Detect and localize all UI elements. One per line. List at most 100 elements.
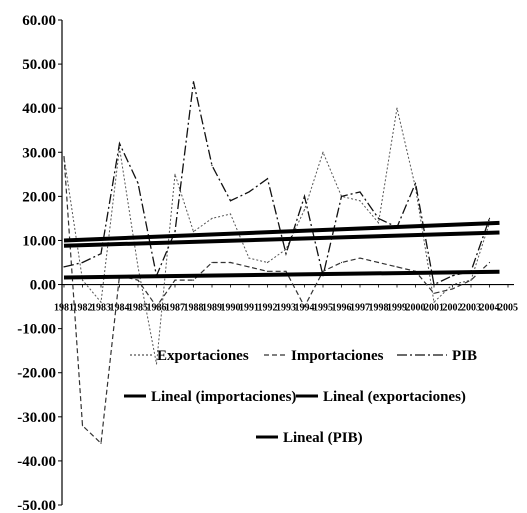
data-point: [137, 279, 139, 281]
data-point: [266, 270, 269, 272]
data-point: [340, 261, 343, 264]
x-tick-label: 2000: [406, 303, 426, 314]
data-point: [100, 442, 102, 444]
data-point: [285, 248, 287, 250]
data-point: [377, 217, 380, 220]
y-tick-label: -20.00: [17, 366, 56, 382]
data-point: [451, 283, 454, 286]
data-point: [451, 275, 454, 277]
x-tick-label: 1988: [184, 303, 204, 314]
x-tick-label: 1985: [128, 303, 148, 314]
data-point: [211, 217, 213, 220]
data-point: [229, 200, 232, 202]
data-point: [488, 261, 491, 264]
x-tick-label: 2002: [443, 303, 463, 314]
data-point: [303, 208, 306, 211]
data-point: [414, 182, 417, 184]
y-tick-label: 60.00: [22, 13, 56, 29]
legend-label: Exportaciones: [157, 348, 249, 364]
data-point: [359, 200, 361, 202]
series-line-3: [63, 81, 491, 286]
data-point: [322, 151, 324, 153]
data-point: [377, 222, 380, 224]
data-point: [81, 425, 84, 427]
x-tick-label: 1987: [165, 303, 185, 314]
x-tick-label: 1991: [239, 303, 259, 314]
x-tick-label: 1997: [350, 303, 370, 314]
data-point: [248, 191, 250, 193]
y-tick-label: 50.00: [22, 57, 56, 73]
x-tick-label: 1999: [387, 303, 407, 314]
data-point: [303, 305, 306, 308]
data-point: [81, 261, 84, 264]
data-point: [285, 270, 287, 272]
data-point: [248, 257, 250, 259]
axes: 60.00 50.00 40.00 30.00 20.00 10.00 0.00 -10.00…: [17, 13, 518, 513]
data-point: [192, 81, 195, 83]
data-point: [396, 266, 398, 268]
data-point: [488, 217, 491, 220]
data-point: [266, 261, 269, 264]
x-tick-label: 1982: [73, 303, 93, 314]
data-point: [137, 266, 139, 268]
legend-label: Importaciones: [291, 348, 384, 364]
x-tick-label: 1998: [369, 303, 389, 314]
data-point: [211, 261, 213, 264]
data-point: [155, 305, 158, 308]
x-tick-label: 2005: [498, 303, 518, 314]
x-tick-label: 1995: [313, 303, 333, 314]
series-line-1: [63, 108, 490, 365]
data-point: [377, 261, 380, 264]
series-line-6: [63, 220, 500, 243]
x-tick-label: 1994: [295, 303, 315, 314]
data-point: [359, 257, 361, 259]
legend: Exportaciones Importaciones PIB Lineal (imp…: [124, 348, 477, 446]
data-point: [229, 213, 232, 215]
data-point: [451, 288, 454, 290]
data-point: [285, 253, 287, 255]
legend-label: PIB: [452, 348, 477, 364]
y-tick-label: 10.00: [22, 233, 56, 249]
x-tick-label: 1993: [276, 303, 296, 314]
x-tick-label: 2003: [461, 303, 481, 314]
data-point: [470, 279, 472, 281]
x-tick-label: 1996: [332, 303, 352, 314]
data-point: [174, 279, 176, 281]
y-tick-label: -40.00: [17, 454, 56, 470]
legend-label: Lineal (PIB): [283, 430, 363, 446]
data-point: [433, 283, 435, 286]
series-line-5: [63, 230, 500, 248]
data-point: [174, 173, 176, 175]
x-tick-label: 1984: [110, 303, 130, 314]
data-point: [118, 142, 121, 145]
data-point: [192, 231, 195, 233]
legend-label: Lineal (exportaciones): [323, 389, 466, 405]
data-point: [229, 261, 232, 264]
data-point: [100, 301, 102, 303]
y-tick-label: 40.00: [22, 101, 56, 117]
data-point: [63, 266, 65, 268]
x-tick-label: 1986: [147, 303, 167, 314]
x-tick-label: 1981: [54, 303, 74, 314]
data-point: [174, 231, 176, 233]
x-tick-label: 1983: [91, 303, 111, 314]
data-point: [303, 195, 306, 197]
y-tick-label: 20.00: [22, 189, 56, 205]
data-point: [81, 279, 84, 281]
x-tick-label: 2004: [480, 303, 500, 314]
data-point: [211, 164, 213, 167]
data-point: [100, 253, 102, 255]
legend-label: Lineal (importaciones): [151, 389, 296, 405]
data-point: [192, 279, 195, 281]
series-line-4: [63, 269, 500, 280]
data-point: [433, 301, 435, 303]
data-point: [396, 107, 398, 109]
data-point: [266, 178, 269, 180]
x-tick-label: 2001: [424, 303, 444, 314]
y-tick-label: 30.00: [22, 145, 56, 161]
series-line-2: [63, 156, 490, 445]
data-point: [248, 266, 250, 268]
x-tick-label: 1992: [258, 303, 278, 314]
x-tick-label: 1990: [221, 303, 241, 314]
